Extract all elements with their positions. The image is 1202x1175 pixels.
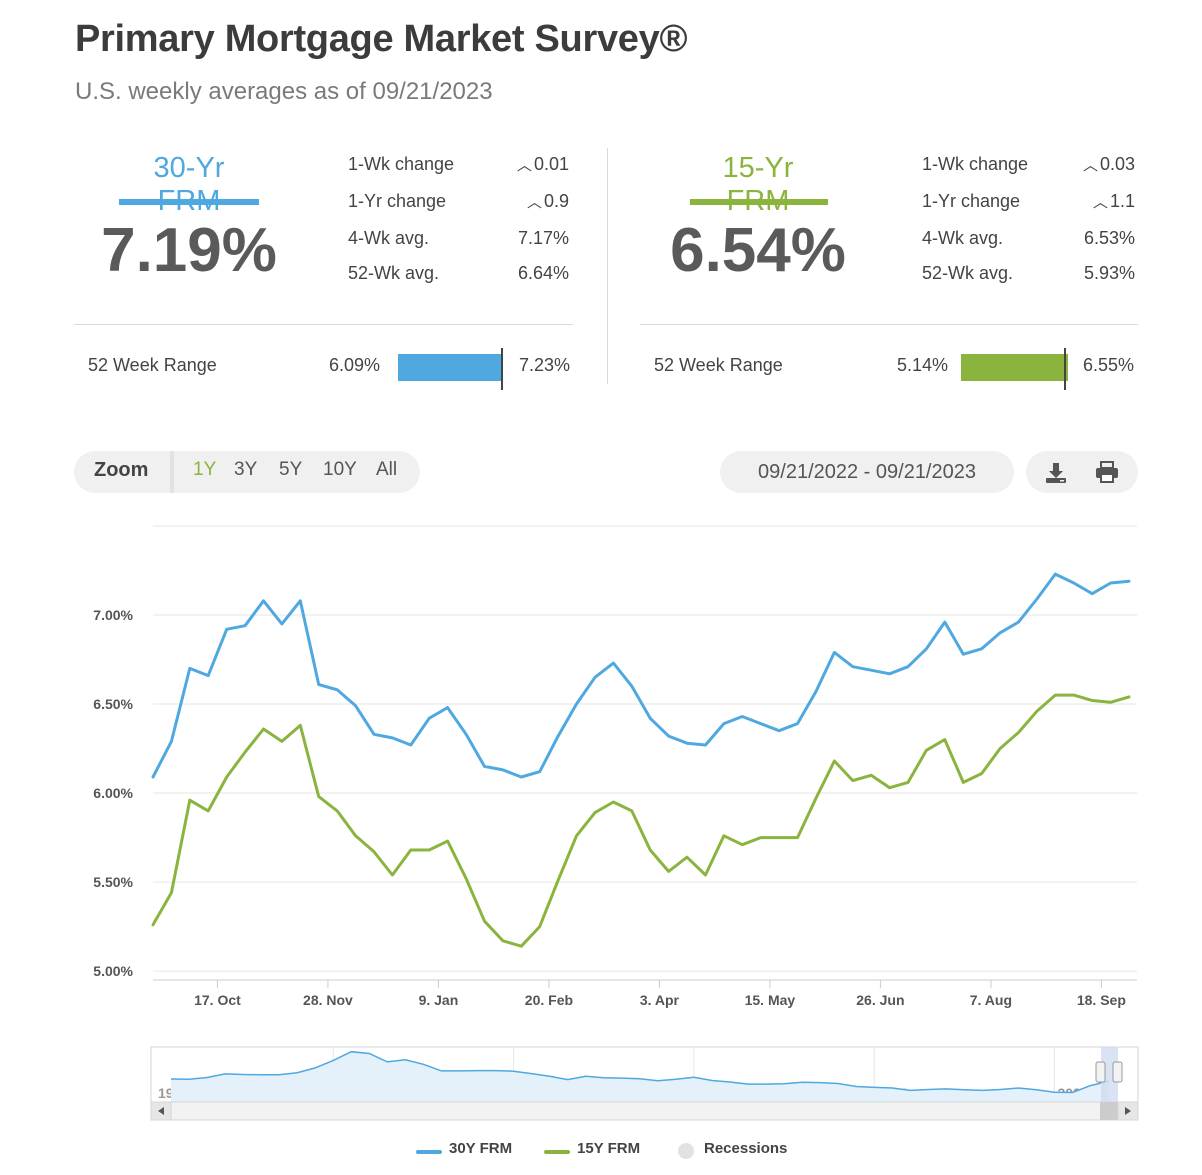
frm15-range-high: 6.55% <box>1083 355 1135 375</box>
frm15-underline <box>690 199 828 205</box>
plot-area <box>153 526 1137 980</box>
x-tick-label: 20. Feb <box>525 992 573 1008</box>
frm30-name: 30-Yr FRM <box>153 152 225 217</box>
frm15-range-low: 5.14% <box>897 355 949 375</box>
frm30-underline <box>119 199 259 205</box>
vertical-divider <box>607 148 608 384</box>
navigator-selection[interactable] <box>1101 1047 1118 1102</box>
legend-15y-swatch <box>544 1150 570 1154</box>
frm30-range-low: 6.09% <box>329 355 381 375</box>
up-arrow-icon: ︿ <box>526 194 542 211</box>
frm15-range-marker <box>1063 348 1066 390</box>
frm30-stat-value: 6.64% <box>517 263 569 283</box>
zoom-all-button[interactable]: All <box>376 459 398 480</box>
legend-recessions-label[interactable]: Recessions <box>704 1140 788 1157</box>
y-tick-label: 6.00% <box>93 785 133 801</box>
up-arrow-icon: ︿ <box>516 157 532 174</box>
x-tick-label: 17. Oct <box>194 992 241 1008</box>
series-line-30y <box>151 572 1131 779</box>
frm30-range-label: 52 Week Range <box>88 355 217 375</box>
frm30-range-high: 7.23% <box>519 355 571 375</box>
main-line-chart: 7.00% 6.50% 6.00% 5.50% 5.00% 17. Oct 28. Nov 9… <box>93 525 1137 1008</box>
x-tick-label: 7. Aug <box>970 992 1012 1008</box>
up-arrow-icon: ︿ <box>1092 194 1108 211</box>
frm15-stat-value: 5.93% <box>1083 263 1135 283</box>
x-tick-label: 26. Jun <box>856 992 904 1008</box>
legend-recessions-dot <box>678 1143 694 1159</box>
legend-30y-swatch <box>416 1150 442 1154</box>
y-tick-label: 5.50% <box>93 874 133 890</box>
frm30-stat-value: ︿ 0.01 <box>516 154 569 174</box>
x-tick-label: 18. Sep <box>1077 992 1126 1008</box>
tools-group <box>1026 451 1138 493</box>
frm30-range-marker <box>500 348 503 390</box>
frm15-name: 15-Yr FRM <box>722 152 794 217</box>
navigator-line <box>170 1050 1109 1094</box>
frm15-stat-value: 6.53% <box>1083 228 1135 248</box>
navigator-handle-left[interactable] <box>1095 1061 1106 1083</box>
zoom-3y-button[interactable]: 3Y <box>234 459 258 480</box>
x-tick-label: 9. Jan <box>419 992 459 1008</box>
x-tick-label: 15. May <box>745 992 796 1008</box>
print-icon[interactable] <box>1093 458 1121 486</box>
zoom-separator <box>170 451 174 493</box>
frm15-stat-label: 4-Wk avg. <box>922 228 1004 248</box>
navigator-scrollbar-track[interactable] <box>150 1101 1139 1121</box>
frm30-stat-label: 52-Wk avg. <box>348 263 440 283</box>
frm15-stat-label: 52-Wk avg. <box>922 263 1014 283</box>
zoom-5y-button[interactable]: 5Y <box>279 459 303 480</box>
y-tick-label: 6.50% <box>93 696 133 712</box>
frm15-stat-label: 1-Wk change <box>922 154 1029 174</box>
zoom-1y-button[interactable]: 1Y <box>193 459 217 480</box>
frm15-stat-label: 1-Yr change <box>922 191 1021 211</box>
frm30-stat-value: ︿ 0.9 <box>526 191 569 211</box>
frm30-range-bar <box>398 354 503 381</box>
chevron-left-icon <box>158 1107 164 1115</box>
divider <box>640 324 1138 325</box>
navigator-handle-right[interactable] <box>1112 1061 1123 1083</box>
page-subtitle: U.S. weekly averages as of 09/21/2023 <box>75 78 493 105</box>
frm30-stat-label: 4-Wk avg. <box>348 228 430 248</box>
zoom-label: Zoom <box>94 459 149 481</box>
frm15-stat-value: ︿ 1.1 <box>1092 191 1135 211</box>
legend-30y-label[interactable]: 30Y FRM <box>449 1140 513 1157</box>
zoom-control <box>74 451 420 493</box>
up-arrow-icon: ︿ <box>1082 157 1098 174</box>
navigator-chart[interactable]: 197019801990200020102020 <box>0 1040 1202 1125</box>
frm30-stat-label: 1-Yr change <box>348 191 447 211</box>
y-tick-label: 5.00% <box>93 963 133 979</box>
zoom-10y-button[interactable]: 10Y <box>323 459 357 480</box>
page-title: Primary Mortgage Market Survey® <box>75 18 688 60</box>
frm30-stat-value: 7.17% <box>517 228 569 248</box>
x-tick-label: 3. Apr <box>640 992 680 1008</box>
divider <box>74 324 573 325</box>
legend-15y-label[interactable]: 15Y FRM <box>577 1140 641 1157</box>
date-range-display[interactable]: 09/21/2022 - 09/21/2023 <box>720 451 1014 493</box>
frm15-range-label: 52 Week Range <box>654 355 783 375</box>
chevron-right-icon <box>1125 1107 1131 1115</box>
series-line-15y <box>151 693 1131 948</box>
navigator-scrollbar-thumb[interactable] <box>1100 1102 1120 1120</box>
frm15-stat-value: ︿ 0.03 <box>1082 154 1135 174</box>
frm30-stat-label: 1-Wk change <box>348 154 455 174</box>
x-tick-label: 28. Nov <box>303 992 353 1008</box>
frm15-rate: 6.54% <box>670 216 846 285</box>
download-icon[interactable] <box>1042 458 1070 486</box>
frm15-range-bar <box>961 354 1069 381</box>
y-tick-label: 7.00% <box>93 607 133 623</box>
navigator-area <box>171 1051 1109 1102</box>
frm30-rate: 7.19% <box>101 216 277 285</box>
